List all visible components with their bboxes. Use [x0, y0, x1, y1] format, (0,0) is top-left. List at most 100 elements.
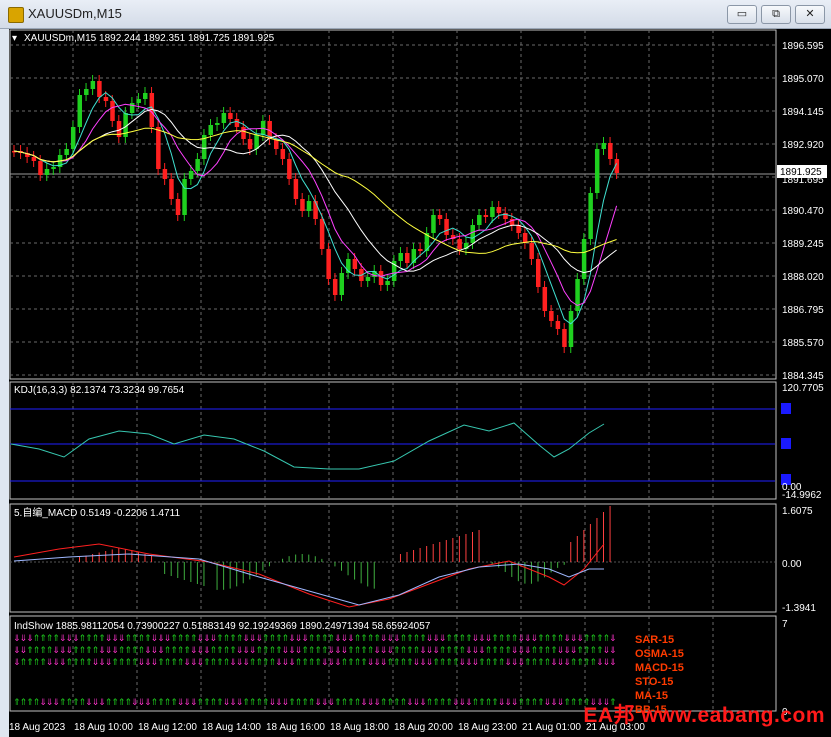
indshow-arrow: ⇑	[301, 646, 309, 656]
indshow-arrow: ⇓	[13, 646, 21, 656]
indshow-arrow: ⇓	[282, 698, 290, 708]
indshow-arrow: ⇓	[98, 646, 106, 656]
indshow-arrow: ⇑	[210, 698, 218, 708]
time-label: 18 Aug 23:00	[458, 722, 517, 733]
indshow-arrow: ⇑	[544, 658, 552, 668]
candle-body	[208, 125, 213, 135]
candle-body	[529, 243, 534, 259]
indshow-arrow: ⇑	[491, 646, 499, 656]
indshow-arrow: ⇑	[485, 698, 493, 708]
indshow-arrow: ⇓	[105, 658, 113, 668]
indshow-arrow: ⇓	[498, 698, 506, 708]
candle-body	[84, 89, 89, 95]
candle-body	[477, 215, 482, 225]
candle-body	[450, 235, 456, 239]
macd-scale-zero: 0.00	[782, 559, 802, 570]
indshow-arrow: ⇑	[157, 658, 165, 668]
indshow-arrow: ⇓	[20, 646, 28, 656]
candle-body	[280, 149, 286, 159]
main-chart-legend: XAUUSDm,M15 1892.244 1892.351 1891.725 1…	[24, 33, 275, 44]
indshow-arrow: ⇑	[491, 634, 499, 644]
indshow-arrow: ⇓	[413, 698, 421, 708]
candle-body	[457, 239, 462, 249]
indshow-arrow: ⇓	[380, 658, 388, 668]
indshow-arrow: ⇑	[478, 698, 486, 708]
kdj-line	[10, 422, 605, 470]
price-label: 1895.070	[782, 74, 824, 85]
indshow-arrow: ⇑	[537, 646, 545, 656]
indshow-arrow: ⇓	[236, 646, 244, 656]
candle-body	[588, 193, 593, 239]
indshow-arrow: ⇓	[203, 634, 211, 644]
indshow-arrow: ⇑	[216, 646, 224, 656]
indshow-arrow: ⇑	[485, 658, 493, 668]
indshow-arrow: ⇑	[354, 698, 362, 708]
indshow-arrow: ⇓	[111, 634, 119, 644]
candle-body	[64, 149, 69, 155]
indshow-arrow: ⇓	[544, 698, 552, 708]
indshow-arrow: ⇓	[327, 658, 335, 668]
indshow-arrow: ⇑	[275, 646, 283, 656]
indshow-arrow: ⇑	[203, 658, 211, 668]
indshow-arrow: ⇓	[203, 646, 211, 656]
indshow-arrow: ⇑	[268, 658, 276, 668]
indshow-arrow: ⇓	[570, 634, 578, 644]
candle-body	[483, 215, 489, 217]
chart-area[interactable]: ⇓ ⇓ ⇓ ⇑ ⇑ ⇑ ⇑ ⇓ ⇓ ⇓ ⇑ ⇑ ⇑ ⇑ ⇓ ⇓ ⇓ ⇑ ⇑ ⇑ ⇑ ⇓ ⇓ ⇓ ⇑ ⇑ ⇑ ⇑ ⇓ ⇓ ⇓ ⇑ ⇑ ⇑ ⇑ ⇓ ⇓ ⇓ ⇑ ⇑…	[9, 29, 831, 737]
main-chart-dropdown-icon[interactable]: ▾	[12, 33, 17, 44]
indshow-arrow: ⇓	[137, 658, 145, 668]
price-label: 1886.795	[782, 305, 824, 316]
chart-canvas[interactable]: ⇓ ⇓ ⇓ ⇑ ⇑ ⇑ ⇑ ⇓ ⇓ ⇓ ⇑ ⇑ ⇑ ⇑ ⇓ ⇓ ⇓ ⇑ ⇑ ⇑ ⇑ ⇓ ⇓ ⇓ ⇑ ⇑ ⇑ ⇑ ⇓ ⇓ ⇓ ⇑ ⇑ ⇑ ⇑ ⇓ ⇓ ⇓ ⇑ ⇑…	[9, 29, 831, 737]
indshow-arrow: ⇓	[367, 658, 375, 668]
candle-body	[188, 171, 194, 179]
indshow-arrow: ⇑	[288, 698, 296, 708]
candle-body	[549, 311, 554, 321]
indshow-arrow: ⇑	[170, 658, 178, 668]
minimize-button[interactable]: ▭	[727, 5, 757, 24]
time-label: 21 Aug 03:00	[586, 722, 645, 733]
close-button[interactable]: ✕	[795, 5, 825, 24]
indshow-arrow: ⇓	[59, 646, 67, 656]
indshow-arrow: ⇑	[223, 646, 231, 656]
indshow-arrow: ⇑	[445, 698, 453, 708]
indshow-arrow: ⇑	[131, 634, 139, 644]
indshow-arrow: ⇓	[275, 698, 283, 708]
indshow-arrow: ⇓	[229, 698, 237, 708]
indshow-arrow: ⇓	[380, 646, 388, 656]
indshow-arrow: ⇑	[85, 634, 93, 644]
indshow-arrow: ⇑	[485, 646, 493, 656]
candle-body	[234, 119, 240, 127]
candle-body	[228, 113, 233, 119]
indshow-arrow: ⇑	[203, 698, 211, 708]
indshow-arrow: ⇑	[210, 658, 218, 668]
candle-body	[339, 273, 344, 295]
indshow-arrow: ⇓	[334, 658, 342, 668]
candle-body	[594, 149, 600, 193]
macd-signal-line	[13, 543, 605, 608]
indshow-arrow: ⇑	[262, 698, 270, 708]
candle-body	[424, 233, 430, 251]
indshow-arrow: ⇑	[413, 646, 421, 656]
indshow-arrow: ⇓	[327, 698, 335, 708]
indshow-arrow: ⇓	[426, 646, 434, 656]
indshow-arrow: ⇓	[373, 698, 381, 708]
indshow-arrow: ⇑	[124, 646, 132, 656]
indshow-arrow: ⇓	[439, 634, 447, 644]
candle-body	[437, 215, 443, 219]
indshow-arrow: ⇑	[170, 646, 178, 656]
candle-body	[143, 93, 148, 99]
indshow-arrow: ⇑	[439, 646, 447, 656]
indshow-arrow: ⇑	[393, 646, 401, 656]
indshow-arrow: ⇑	[92, 646, 100, 656]
indshow-arrow: ⇓	[268, 698, 276, 708]
indshow-arrow: ⇓	[517, 658, 525, 668]
candle-body	[411, 249, 417, 263]
indshow-arrow: ⇓	[426, 634, 434, 644]
indshow-arrow: ⇑	[426, 698, 434, 708]
signal-label-macd: MACD-15	[635, 662, 684, 674]
indshow-arrow: ⇑	[268, 646, 276, 656]
restore-button[interactable]: ⧉	[761, 5, 791, 24]
indshow-arrow: ⇓	[511, 658, 519, 668]
price-label: 1884.345	[782, 371, 824, 382]
indshow-arrow: ⇑	[137, 646, 145, 656]
